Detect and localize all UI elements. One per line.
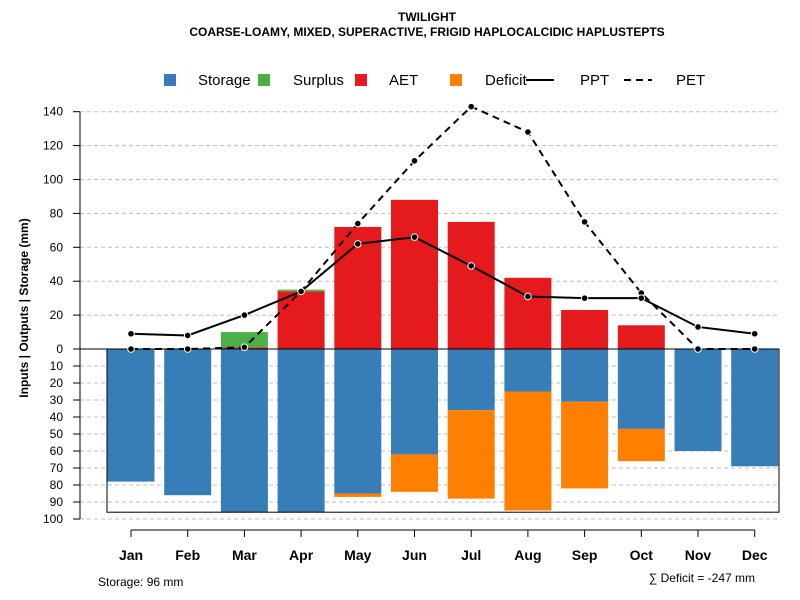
point-ppt: [467, 262, 476, 270]
line-ppt: [130, 236, 755, 337]
point-ppt: [580, 294, 589, 302]
legend-label-deficit: Deficit: [485, 72, 528, 89]
bar-aet: [561, 310, 609, 349]
bar-deficit: [391, 454, 438, 492]
x-tick-label: Mar: [232, 547, 257, 563]
y-tick-label: 60: [50, 444, 64, 458]
chart-title: TWILIGHT: [398, 10, 457, 24]
legend-label-storage: Storage: [198, 72, 251, 89]
point-pet: [240, 343, 249, 352]
bar-storage: [391, 349, 438, 455]
y-tick-label: 80: [50, 478, 64, 492]
point-ppt: [183, 331, 192, 340]
y-tick-label: 40: [50, 274, 64, 288]
x-tick-label: Sep: [572, 547, 598, 563]
axes: 0 20 40 60 80 100 120 140 10 20 30 40 50 60 70 80 90 100 J…: [43, 105, 768, 563]
y-tick-label: 10: [50, 359, 64, 373]
point-pet: [694, 345, 702, 353]
y-tick-label: 100: [43, 512, 63, 526]
y-tick-label: 20: [50, 308, 64, 322]
point-ppt: [240, 311, 249, 319]
y-axis-label: Inputs | Outputs | Storage (mm): [17, 218, 31, 397]
bar-deficit: [561, 401, 609, 489]
bar-storage: [334, 349, 382, 494]
bar-storage: [447, 349, 495, 411]
point-ppt: [354, 240, 362, 248]
y-tick-label: 100: [43, 173, 63, 187]
x-tick-label: Apr: [289, 547, 314, 563]
point-ppt: [127, 329, 135, 338]
bar-storage: [164, 349, 212, 496]
deficit-annotation: ∑ Deficit = -247 mm: [649, 571, 755, 585]
point-ppt: [694, 323, 702, 331]
bar-storage: [277, 349, 325, 513]
bar-layer: [107, 199, 779, 513]
bar-aet: [277, 291, 325, 349]
point-ppt: [750, 329, 759, 338]
legend-key-storage: [164, 74, 176, 86]
bar-storage: [731, 349, 779, 467]
y-tick-label: 90: [50, 495, 64, 509]
x-tick-label: Jul: [461, 547, 481, 563]
bar-storage: [107, 349, 155, 482]
point-pet: [410, 157, 419, 165]
bar-deficit: [447, 410, 495, 499]
y-tick-label: 0: [56, 342, 63, 356]
point-pet: [467, 102, 476, 111]
y-tick-label: 70: [50, 461, 64, 475]
x-tick-label: Feb: [175, 547, 200, 563]
y-tick-label: 140: [43, 105, 63, 119]
bar-storage: [674, 349, 722, 451]
legend: Storage Surplus AET Deficit PPT PET: [164, 72, 705, 89]
y-tick-label: 40: [50, 410, 64, 424]
x-tick-label: Nov: [685, 547, 712, 563]
point-ppt: [410, 233, 419, 241]
legend-key-aet: [355, 74, 367, 86]
bar-deficit: [334, 493, 382, 497]
line-layer: [127, 102, 759, 353]
x-tick-label: Jan: [119, 547, 143, 563]
x-tick-label: Oct: [630, 547, 654, 563]
y-tick-label: 120: [43, 139, 63, 153]
y-tick-label: 80: [50, 206, 64, 220]
point-pet: [580, 218, 589, 226]
bar-storage: [617, 349, 665, 429]
point-pet: [750, 345, 759, 353]
point-ppt: [524, 292, 532, 301]
legend-label-aet: AET: [389, 72, 418, 89]
legend-key-deficit: [450, 74, 462, 86]
bar-surplus: [220, 332, 268, 348]
chart-subtitle: COARSE-LOAMY, MIXED, SUPERACTIVE, FRIGID…: [189, 25, 664, 39]
bar-aet: [391, 199, 438, 349]
point-ppt: [297, 287, 305, 296]
point-pet: [524, 128, 532, 136]
point-ppt: [637, 294, 646, 302]
bar-storage: [220, 349, 268, 513]
bar-deficit: [504, 391, 552, 511]
bar-aet: [447, 221, 495, 349]
x-tick-label: Aug: [514, 547, 541, 563]
y-tick-label: 30: [50, 393, 64, 407]
legend-label-ppt: PPT: [580, 72, 609, 89]
storage-annotation: Storage: 96 mm: [98, 575, 183, 589]
x-tick-label: Dec: [742, 547, 768, 563]
bar-aet: [617, 325, 665, 349]
bar-storage: [504, 349, 552, 392]
x-tick-label: May: [344, 547, 371, 563]
bar-deficit: [617, 428, 665, 462]
y-tick-label: 50: [50, 427, 64, 441]
y-tick-label: 60: [50, 240, 64, 254]
bar-aet: [504, 277, 552, 349]
legend-label-surplus: Surplus: [293, 72, 344, 89]
x-tick-label: Jun: [402, 547, 427, 563]
line-pet: [131, 105, 755, 350]
point-pet: [354, 219, 362, 228]
legend-key-surplus: [258, 74, 270, 86]
point-pet: [127, 345, 135, 353]
y-tick-label: 20: [50, 376, 64, 390]
bar-storage: [561, 349, 609, 402]
legend-label-pet: PET: [676, 72, 705, 89]
point-pet: [183, 345, 192, 353]
